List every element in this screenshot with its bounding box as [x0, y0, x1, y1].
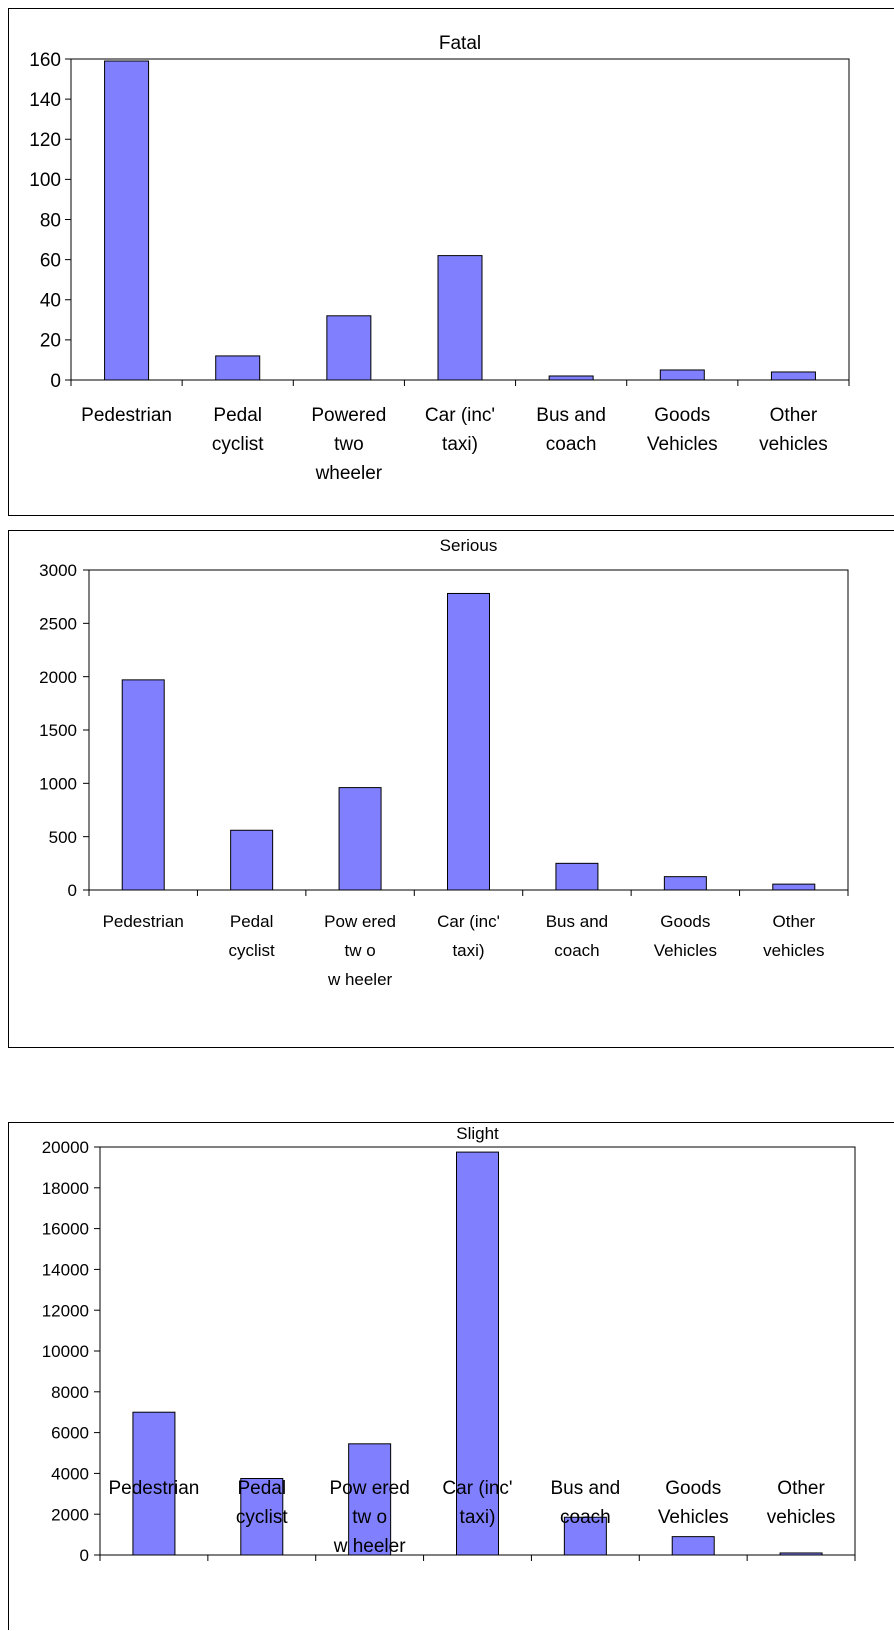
fatal-category-label: Goods	[654, 405, 710, 426]
fatal-category-label: coach	[546, 434, 597, 455]
serious-category-label: coach	[554, 941, 599, 960]
serious-category-label: Vehicles	[654, 941, 717, 960]
slight-category-label: taxi)	[460, 1507, 496, 1528]
slight-y-tick-label: 14000	[42, 1261, 89, 1280]
slight-category-label: Pow ered	[330, 1478, 410, 1499]
serious-category-label: Car (inc'	[437, 912, 500, 931]
fatal-y-tick-label: 0	[50, 371, 61, 392]
serious-y-tick-label: 2000	[39, 668, 77, 687]
fatal-category-label: wheeler	[315, 463, 383, 484]
fatal-category-label: taxi)	[442, 434, 478, 455]
fatal-bar	[437, 255, 483, 381]
slight-y-tick-label: 6000	[51, 1424, 89, 1443]
fatal-bar	[326, 315, 372, 381]
fatal-y-tick-label: 20	[40, 331, 61, 352]
fatal-chart-title: Fatal	[439, 33, 481, 54]
slight-y-tick-label: 18000	[42, 1179, 89, 1198]
slight-category-label: coach	[560, 1507, 611, 1528]
slight-category-label: Goods	[665, 1478, 721, 1499]
fatal-y-tick-label: 80	[40, 210, 61, 231]
serious-bar	[447, 592, 490, 891]
slight-chart: Slight 0 2000 4000 6000 8000 10000 12000 14000 16…	[8, 1122, 894, 1630]
slight-category-label: Pedestrian	[109, 1478, 200, 1499]
serious-category-label: Bus and	[546, 912, 608, 931]
serious-bar	[772, 883, 816, 891]
serious-y-tick-label: 3000	[39, 561, 77, 580]
slight-bar	[779, 1552, 823, 1556]
fatal-y-tick-label: 160	[29, 50, 61, 71]
serious-y-tick-label: 1000	[39, 774, 77, 793]
serious-chart: Serious 0 500 1000 1500 2000 2500 3000 Pedestria…	[8, 530, 894, 1048]
slight-category-label: Other	[777, 1478, 825, 1499]
serious-bar	[338, 787, 382, 891]
serious-y-tick-label: 0	[68, 881, 77, 900]
fatal-y-tick-label: 120	[29, 130, 61, 151]
slight-y-tick-label: 16000	[42, 1220, 89, 1239]
serious-chart-title: Serious	[440, 536, 498, 555]
slight-y-tick-label: 0	[80, 1546, 89, 1565]
fatal-y-tick-label: 100	[29, 170, 61, 191]
serious-category-label: Other	[773, 912, 816, 931]
slight-category-label: Car (inc'	[442, 1478, 512, 1499]
serious-y-tick-label: 2500	[39, 614, 77, 633]
slight-bar	[348, 1443, 392, 1556]
slight-y-tick-label: 12000	[42, 1301, 89, 1320]
serious-y-tick-label: 500	[49, 828, 77, 847]
serious-bar	[663, 876, 707, 891]
slight-y-tick-label: 20000	[42, 1138, 89, 1157]
serious-bar	[555, 862, 599, 891]
fatal-category-label: two	[334, 434, 364, 455]
fatal-bar	[215, 355, 261, 381]
fatal-bar	[548, 375, 594, 381]
fatal-chart: Fatal 0 20 40 60 80 100 120 140 160 Pedestrian Peda…	[8, 8, 894, 516]
slight-y-tick-label: 8000	[51, 1383, 89, 1402]
fatal-y-tick-label: 140	[29, 90, 61, 111]
serious-category-label: taxi)	[452, 941, 484, 960]
fatal-bar	[659, 369, 705, 381]
serious-category-label: Pedal	[230, 912, 273, 931]
slight-category-label: Pedal	[237, 1478, 286, 1499]
slight-category-label: tw o	[352, 1507, 387, 1528]
fatal-chart-svg: Fatal 0 20 40 60 80 100 120 140 160 Pedestrian Peda…	[29, 33, 850, 484]
fatal-category-label: Vehicles	[647, 434, 718, 455]
slight-bar	[563, 1516, 607, 1556]
slight-category-label: Bus and	[550, 1478, 620, 1499]
fatal-y-tick-label: 40	[40, 291, 61, 312]
fatal-category-label: Car (inc'	[425, 405, 495, 426]
slight-bar	[240, 1478, 284, 1556]
slight-category-label: vehicles	[767, 1507, 836, 1528]
fatal-category-label: Powered	[311, 405, 386, 426]
serious-y-tick-label: 1500	[39, 721, 77, 740]
slight-bar	[671, 1536, 715, 1556]
slight-bar	[456, 1151, 499, 1556]
serious-category-label: cyclist	[229, 941, 276, 960]
serious-category-label: tw o	[344, 941, 375, 960]
fatal-category-label: Other	[770, 405, 818, 426]
fatal-category-label: Pedal	[213, 405, 262, 426]
serious-chart-svg: Serious 0 500 1000 1500 2000 2500 3000 Pedestria…	[39, 536, 849, 989]
slight-category-label: cyclist	[236, 1507, 288, 1528]
fatal-category-label: Pedestrian	[81, 405, 172, 426]
slight-chart-title: Slight	[456, 1124, 499, 1143]
slight-y-tick-label: 10000	[42, 1342, 89, 1361]
slight-chart-svg: Slight 0 2000 4000 6000 8000 10000 12000 14000 16…	[42, 1124, 856, 1565]
fatal-category-label: Bus and	[536, 405, 606, 426]
slight-category-label: w heeler	[333, 1536, 406, 1557]
serious-bar	[230, 829, 274, 891]
serious-bar	[121, 679, 165, 891]
fatal-y-tick-label: 60	[40, 250, 61, 271]
fatal-category-label: cyclist	[212, 434, 264, 455]
serious-category-label: Goods	[660, 912, 710, 931]
slight-category-label: Vehicles	[658, 1507, 729, 1528]
fatal-bar	[104, 60, 150, 381]
serious-category-label: Pedestrian	[103, 912, 184, 931]
serious-category-label: vehicles	[763, 941, 824, 960]
slight-bar	[132, 1411, 176, 1556]
serious-category-label: w heeler	[327, 970, 393, 989]
fatal-category-label: vehicles	[759, 434, 828, 455]
slight-y-tick-label: 4000	[51, 1465, 89, 1484]
slight-y-tick-label: 2000	[51, 1505, 89, 1524]
serious-category-label: Pow ered	[324, 912, 396, 931]
fatal-bar	[770, 371, 816, 381]
